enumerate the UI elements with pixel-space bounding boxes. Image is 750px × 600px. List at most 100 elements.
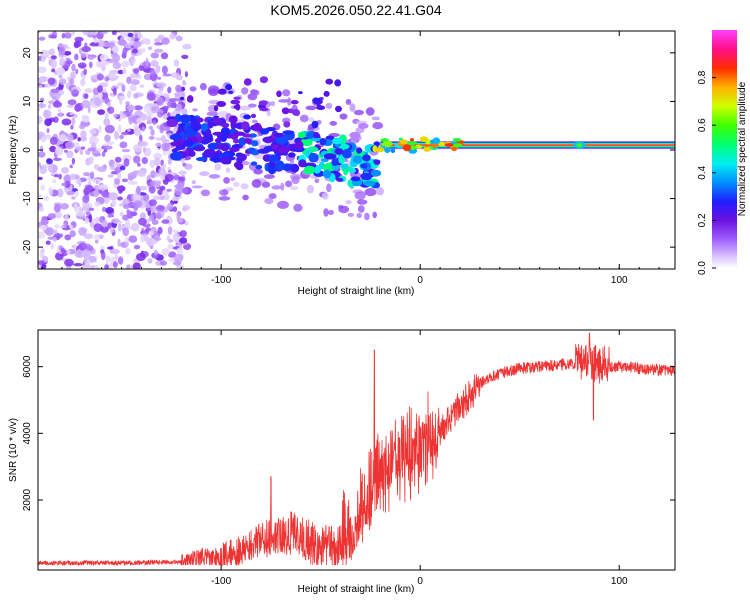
noise-speckle <box>113 87 117 96</box>
snr-frame <box>37 329 676 571</box>
haze-blob <box>326 183 332 193</box>
noise-speckle <box>132 262 141 269</box>
line-start-blob <box>407 141 418 145</box>
stray-blob <box>213 105 219 112</box>
band-blob <box>221 122 230 128</box>
noise-speckle <box>87 147 98 152</box>
band-blob <box>257 148 270 154</box>
spectral-line <box>380 144 675 146</box>
band-blob <box>303 165 316 174</box>
noise-speckle <box>71 89 79 97</box>
noise-speckle <box>122 47 128 56</box>
noise-speckle <box>127 180 138 185</box>
noise-speckle <box>139 134 143 142</box>
noise-speckle <box>154 237 162 241</box>
y-tick-label: 20 <box>22 47 33 59</box>
haze-blob <box>264 198 274 205</box>
noise-speckle <box>111 198 117 207</box>
haze-blob <box>338 205 350 214</box>
band-blob <box>241 121 250 131</box>
y-tick-label: -20 <box>22 239 33 254</box>
noise-speckle <box>145 57 149 67</box>
band-blob <box>362 180 376 187</box>
noise-speckle <box>52 179 57 184</box>
stray-blob <box>335 105 342 113</box>
noise-speckle <box>39 165 48 175</box>
noise-speckle <box>111 218 120 224</box>
noise-speckle <box>75 40 82 47</box>
haze-blob <box>314 178 320 183</box>
noise-speckle <box>95 147 103 152</box>
line-start-blob <box>432 137 441 145</box>
noise-speckle <box>49 145 57 153</box>
haze-blob <box>364 188 377 197</box>
stray-blob <box>213 118 223 124</box>
band-blob <box>271 144 278 149</box>
band-blob <box>169 133 183 141</box>
noise-speckle <box>122 227 130 237</box>
noise-speckle <box>48 103 52 110</box>
noise-speckle <box>64 32 72 39</box>
noise-speckle <box>53 157 62 161</box>
noise-speckle <box>99 245 106 251</box>
band-blob <box>247 147 256 153</box>
noise-speckle <box>56 188 64 198</box>
noise-speckle <box>105 141 115 145</box>
x-tick-label: -100 <box>211 576 231 587</box>
noise-speckle <box>50 59 58 69</box>
line-start-blob <box>437 141 446 147</box>
noise-speckle <box>126 90 132 99</box>
noise-speckle <box>171 72 180 78</box>
noise-speckle <box>94 97 101 106</box>
stray-blob <box>276 90 282 98</box>
haze-blob <box>242 194 249 201</box>
band-blob <box>373 160 381 165</box>
stray-blob <box>259 107 269 112</box>
band-blob <box>255 164 263 170</box>
noise-speckle <box>176 265 185 269</box>
noise-speckle <box>114 178 120 185</box>
haze-blob <box>225 167 231 173</box>
noise-speckle <box>58 78 67 85</box>
noise-speckle <box>105 255 111 263</box>
snr-plot <box>38 332 675 567</box>
line-start-blob <box>410 138 414 142</box>
noise-speckle <box>119 31 130 38</box>
haze-blob <box>167 100 177 108</box>
noise-speckle <box>161 248 171 256</box>
y-tick-label: 4000 <box>22 422 33 445</box>
noise-speckle <box>133 244 141 250</box>
noise-speckle <box>138 217 147 226</box>
noise-speckle <box>140 212 146 220</box>
noise-speckle <box>181 108 188 116</box>
noise-speckle <box>101 219 108 228</box>
line-start-blob <box>399 139 408 145</box>
band-blob <box>282 130 295 135</box>
snr-axes: -100 0 100 2000 4000 6000 <box>22 330 675 587</box>
haze-blob <box>365 107 375 116</box>
noise-speckle <box>137 162 141 167</box>
haze-blob <box>329 121 338 126</box>
colorbar-tick-label: 0.6 <box>697 118 708 132</box>
noise-speckle <box>58 134 67 142</box>
noise-speckle <box>148 214 154 222</box>
x-tick-label: 100 <box>611 275 628 286</box>
noise-speckle <box>54 99 60 108</box>
noise-speckle <box>173 253 184 263</box>
noise-speckle <box>167 226 173 235</box>
noise-speckle <box>70 124 74 130</box>
stray-blob <box>228 115 238 124</box>
noise-speckle <box>160 52 169 60</box>
spectrogram-x-label: Height of straight line (km) <box>298 286 415 297</box>
noise-speckle <box>157 76 161 80</box>
band-blob <box>206 128 212 138</box>
haze-blob <box>263 174 275 180</box>
noise-speckle <box>40 145 44 153</box>
haze-blob <box>184 163 193 170</box>
haze-blob <box>219 189 229 196</box>
noise-speckle <box>133 93 139 99</box>
band-blob <box>362 154 371 162</box>
noise-speckle <box>148 230 154 237</box>
noise-speckle <box>106 77 110 81</box>
noise-speckle <box>97 166 107 172</box>
